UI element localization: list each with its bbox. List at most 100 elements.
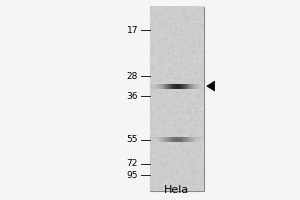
Bar — [197, 84, 198, 89]
Bar — [156, 137, 157, 142]
Bar — [197, 137, 198, 142]
Bar — [175, 84, 176, 89]
Bar — [180, 84, 181, 89]
Bar — [199, 137, 200, 142]
Text: 55: 55 — [127, 135, 138, 144]
Bar — [170, 137, 171, 142]
Bar — [159, 84, 160, 89]
Bar — [153, 84, 154, 89]
Bar — [161, 84, 162, 89]
Bar — [183, 84, 184, 89]
Bar — [150, 7, 204, 191]
Bar — [171, 84, 172, 89]
Bar — [164, 137, 165, 142]
Text: 36: 36 — [127, 92, 138, 101]
Polygon shape — [207, 81, 214, 91]
Bar — [185, 137, 186, 142]
Bar — [201, 84, 202, 89]
Bar — [168, 84, 169, 89]
Bar — [153, 137, 154, 142]
Bar — [186, 137, 187, 142]
Bar — [196, 84, 197, 89]
Bar — [181, 84, 182, 89]
Bar — [194, 84, 195, 89]
Bar — [167, 137, 168, 142]
Bar — [166, 84, 167, 89]
Bar — [195, 137, 196, 142]
Bar — [176, 137, 177, 142]
Bar — [190, 137, 191, 142]
Bar — [165, 137, 166, 142]
Bar — [187, 137, 188, 142]
Bar — [172, 84, 173, 89]
Bar — [174, 84, 175, 89]
Bar — [175, 137, 176, 142]
Bar — [179, 137, 180, 142]
Bar — [195, 84, 196, 89]
Bar — [178, 137, 179, 142]
Bar — [179, 84, 180, 89]
Bar — [165, 84, 166, 89]
Bar — [155, 137, 156, 142]
Bar — [176, 84, 177, 89]
Bar — [160, 137, 161, 142]
Bar — [162, 137, 163, 142]
Bar — [189, 84, 190, 89]
Bar — [200, 137, 201, 142]
Bar — [162, 84, 163, 89]
Bar — [157, 137, 158, 142]
Bar — [167, 84, 168, 89]
Bar — [188, 137, 189, 142]
Bar — [171, 137, 172, 142]
Bar — [159, 137, 160, 142]
Bar — [174, 137, 175, 142]
Bar — [155, 84, 156, 89]
Bar — [169, 137, 170, 142]
Bar — [189, 137, 190, 142]
Text: 28: 28 — [127, 72, 138, 81]
Bar — [200, 84, 201, 89]
Bar — [169, 137, 170, 142]
Bar — [158, 137, 159, 142]
Bar — [191, 84, 192, 89]
Text: 95: 95 — [127, 171, 138, 180]
Bar — [168, 137, 169, 142]
Bar — [157, 84, 158, 89]
Text: 72: 72 — [127, 159, 138, 168]
Bar — [198, 84, 199, 89]
Bar — [166, 137, 167, 142]
Bar — [183, 137, 184, 142]
Bar — [164, 84, 165, 89]
Bar — [192, 84, 193, 89]
Bar — [199, 84, 200, 89]
Bar — [187, 84, 188, 89]
Bar — [169, 84, 170, 89]
Bar — [185, 84, 186, 89]
Bar — [194, 137, 195, 142]
Bar — [178, 84, 179, 89]
Bar — [186, 84, 187, 89]
Bar — [184, 84, 185, 89]
Bar — [161, 137, 162, 142]
Text: 17: 17 — [127, 26, 138, 35]
Bar — [152, 84, 153, 89]
Bar — [158, 84, 159, 89]
Bar — [152, 137, 153, 142]
Text: Hela: Hela — [164, 185, 190, 195]
Bar — [181, 137, 182, 142]
Bar — [196, 137, 197, 142]
Bar — [198, 137, 199, 142]
Bar — [182, 137, 183, 142]
Bar — [156, 84, 157, 89]
Bar — [163, 137, 164, 142]
Bar — [182, 84, 183, 89]
Bar — [191, 137, 192, 142]
Bar — [163, 84, 164, 89]
Bar — [188, 84, 189, 89]
Bar — [177, 137, 178, 142]
Bar — [201, 137, 202, 142]
Bar — [172, 137, 173, 142]
Bar — [160, 84, 161, 89]
Bar — [173, 84, 174, 89]
Bar — [154, 137, 155, 142]
